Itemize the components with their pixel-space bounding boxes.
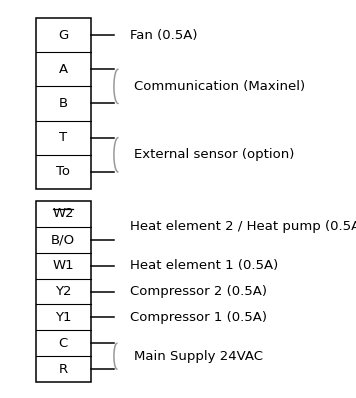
Text: To: To — [56, 166, 70, 178]
Bar — [36, 201, 91, 382]
Text: Compressor 1 (0.5A): Compressor 1 (0.5A) — [130, 311, 267, 324]
Text: Y2: Y2 — [55, 285, 72, 298]
Text: Y1: Y1 — [55, 311, 72, 324]
Text: W2: W2 — [52, 207, 74, 220]
Text: W1: W1 — [52, 259, 74, 272]
Bar — [36, 18, 91, 189]
Text: B/O: B/O — [51, 233, 75, 246]
Text: B: B — [59, 97, 68, 110]
Text: A: A — [59, 63, 68, 76]
Text: External sensor (option): External sensor (option) — [134, 148, 294, 161]
Text: G: G — [58, 29, 68, 41]
Text: Main Supply 24VAC: Main Supply 24VAC — [134, 350, 262, 363]
Text: Compressor 2 (0.5A): Compressor 2 (0.5A) — [130, 285, 267, 298]
Text: Communication (Maxinel): Communication (Maxinel) — [134, 80, 305, 93]
Text: C: C — [59, 337, 68, 350]
Text: T: T — [59, 131, 67, 144]
Text: Heat element 2 / Heat pump (0.5A): Heat element 2 / Heat pump (0.5A) — [130, 220, 356, 233]
Text: R: R — [59, 363, 68, 376]
Text: Fan (0.5A): Fan (0.5A) — [130, 29, 198, 41]
Text: Heat element 1 (0.5A): Heat element 1 (0.5A) — [130, 259, 278, 272]
